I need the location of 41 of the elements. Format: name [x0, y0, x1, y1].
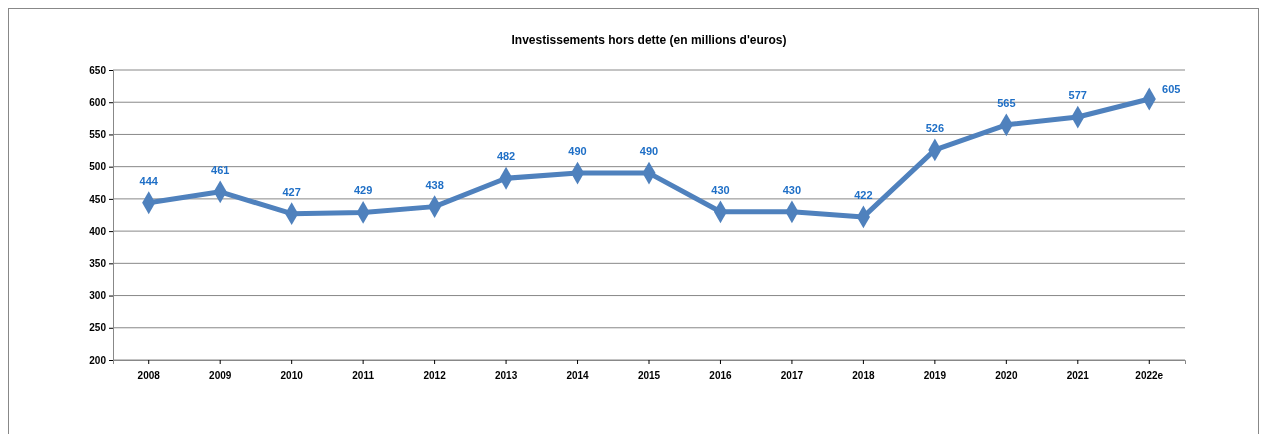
chart-title: Investissements hors dette (en millions d'euros) [511, 33, 787, 47]
data-label: 526 [925, 121, 945, 134]
x-tick-label: 2019 [923, 370, 947, 381]
x-tick-label: 2021 [1066, 370, 1090, 381]
data-label: 427 [282, 185, 301, 198]
data-label: 430 [782, 183, 802, 196]
x-tick-label: 2018 [852, 370, 875, 381]
y-tick-label: 450 [89, 193, 107, 205]
y-tick-label: 350 [89, 258, 107, 270]
y-tick-label: 250 [89, 322, 107, 334]
data-label: 577 [1068, 89, 1087, 102]
data-label: 565 [997, 96, 1016, 109]
data-label: 461 [211, 163, 230, 176]
data-label: 490 [568, 145, 587, 158]
x-tick-label: 2016 [709, 370, 733, 381]
x-tick-label: 2020 [995, 370, 1018, 381]
x-tick-label: 2022e [1135, 370, 1164, 381]
data-label: 605 [1162, 83, 1181, 95]
y-tick-label: 400 [89, 225, 107, 237]
x-tick-label: 2010 [280, 370, 304, 381]
y-tick-label: 550 [89, 129, 107, 141]
data-label: 429 [353, 184, 373, 197]
x-tick-label: 2015 [637, 370, 661, 381]
data-label: 490 [639, 145, 659, 158]
x-tick-label: 2017 [780, 370, 804, 381]
x-tick-label: 2009 [209, 370, 232, 381]
x-tick-label: 2011 [352, 370, 375, 381]
x-tick-label: 2008 [137, 370, 161, 381]
y-tick-label: 500 [89, 161, 107, 173]
y-tick-label: 300 [89, 290, 107, 302]
y-tick-label: 650 [89, 64, 107, 76]
y-tick-label: 600 [89, 96, 107, 108]
x-tick-label: 2014 [566, 370, 590, 381]
data-label: 438 [425, 178, 444, 191]
data-label: 482 [496, 150, 516, 163]
data-label: 430 [711, 183, 730, 196]
data-label: 422 [854, 188, 873, 201]
x-tick-label: 2012 [423, 370, 447, 381]
x-tick-label: 2013 [494, 370, 518, 381]
y-tick-label: 200 [89, 354, 107, 366]
data-label: 444 [139, 174, 159, 187]
